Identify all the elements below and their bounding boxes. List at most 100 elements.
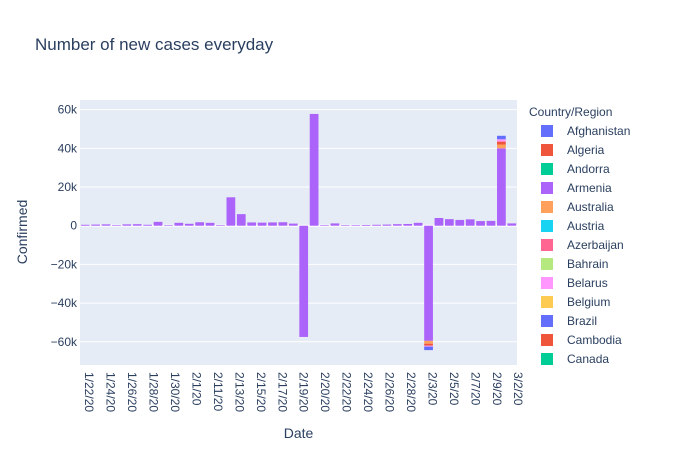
bar-armenia	[278, 222, 288, 226]
bar-armenia	[164, 225, 173, 226]
legend-item-label: Andorra	[567, 162, 610, 176]
legend-swatch	[541, 258, 553, 270]
x-tick-label: 1/30/20	[168, 372, 182, 412]
bar-armenia	[112, 225, 121, 226]
bar-armenia	[486, 220, 496, 226]
legend-swatch	[541, 163, 553, 175]
legend-swatch	[541, 277, 553, 289]
y-tick-label: 0	[70, 219, 77, 233]
bar-armenia	[424, 225, 433, 341]
x-tick-label: 2/5/20	[447, 372, 461, 406]
bar-armenia	[268, 222, 277, 226]
bar-armenia	[434, 217, 444, 226]
bar-armenia	[101, 224, 111, 226]
y-tick-label: 60k	[58, 103, 78, 117]
x-axis-title: Date	[284, 425, 314, 441]
chart-title: Number of new cases everyday	[35, 35, 274, 54]
x-tick-label: 2/20/20	[318, 372, 332, 412]
legend-title: Country/Region	[529, 105, 612, 119]
legend-item-label: Cambodia	[567, 333, 622, 347]
bar-armenia	[372, 224, 381, 226]
legend-swatch	[541, 296, 553, 308]
x-tick-label: 2/17/20	[275, 372, 289, 412]
bar-afghanistan	[424, 346, 433, 351]
bar-armenia	[153, 221, 163, 226]
plot-background	[80, 100, 517, 365]
bar-algeria	[497, 141, 506, 145]
bar-armenia	[444, 219, 454, 226]
bar-armenia	[455, 219, 465, 226]
x-tick-label: 1/22/20	[82, 372, 96, 412]
x-tick-label: 2/15/20	[254, 372, 268, 412]
bar-armenia	[403, 223, 413, 226]
bar-belarus	[424, 345, 433, 347]
bar-armenia	[205, 222, 215, 226]
x-tick-label: 2/9/20	[490, 372, 504, 406]
bar-belarus	[497, 139, 506, 142]
bar-armenia	[91, 224, 100, 226]
legend-swatch	[541, 125, 553, 137]
legend-item-label: Azerbaijan	[567, 238, 624, 252]
bar-armenia	[330, 223, 340, 226]
legend-item-label: Afghanistan	[567, 124, 630, 138]
x-tick-label: 2/28/20	[404, 372, 418, 412]
legend-swatch	[541, 239, 553, 251]
legend-item-label: Brazil	[567, 314, 597, 328]
x-tick-label: 2/19/20	[297, 372, 311, 412]
bar-armenia	[247, 222, 257, 226]
legend-swatch	[541, 353, 553, 365]
bar-armenia	[184, 223, 194, 226]
bar-armenia	[382, 224, 392, 226]
legend-swatch	[541, 201, 553, 213]
bar-armenia	[122, 224, 132, 226]
legend-swatch	[541, 182, 553, 194]
x-tick-label: 2/7/20	[468, 372, 482, 406]
x-tick-label: 1/26/20	[125, 372, 139, 412]
legend-item-label: Canada	[567, 352, 609, 366]
bar-armenia	[351, 225, 361, 226]
legend-swatch	[541, 334, 553, 346]
y-tick-label: 20k	[58, 180, 78, 194]
y-tick-label: 40k	[58, 141, 78, 155]
x-tick-label: 2/1/20	[189, 372, 203, 406]
bar-australia	[497, 144, 506, 149]
bar-armenia	[132, 224, 142, 226]
y-tick-label: −60k	[51, 335, 78, 349]
legend-item-label: Algeria	[567, 143, 605, 157]
bar-algeria	[424, 343, 433, 346]
legend-item-label: Belgium	[567, 295, 610, 309]
x-tick-label: 2/26/20	[383, 372, 397, 412]
plot-area: −60k −40k −20k 0 20k 40k 60k 1/22/20 1/24/20 1/26…	[51, 100, 525, 412]
bar-armenia	[288, 223, 298, 226]
bar-armenia	[174, 222, 184, 226]
legend-item-label: Austria	[567, 219, 605, 233]
bar-australia	[424, 340, 433, 344]
bar-armenia	[257, 222, 267, 226]
legend-swatch	[541, 144, 553, 156]
legend: Country/Region Afghanistan Algeria Andorra…	[529, 105, 630, 366]
y-axis-title: Confirmed	[14, 200, 30, 265]
y-tick-label: −40k	[51, 296, 78, 310]
bar-afghanistan	[497, 135, 506, 140]
bar-armenia	[361, 224, 371, 226]
bar-armenia	[216, 225, 225, 226]
x-tick-label: 2/3/20	[425, 372, 439, 406]
bar-armenia	[340, 225, 350, 226]
bar-armenia	[320, 225, 329, 226]
bar-armenia	[236, 214, 246, 226]
y-tick-label: −20k	[51, 257, 78, 271]
x-tick-label: 2/11/20	[211, 372, 225, 411]
bar-armenia	[392, 224, 402, 226]
bar-armenia	[507, 223, 517, 226]
bar-armenia	[80, 224, 90, 226]
x-tick-label: 1/28/20	[147, 372, 161, 412]
legend-item-label: Belarus	[567, 276, 608, 290]
legend-item-label: Bahrain	[567, 257, 608, 271]
bar-armenia	[143, 224, 153, 226]
bar-armenia	[497, 148, 506, 226]
legend-item-label: Armenia	[567, 181, 612, 195]
bar-armenia	[195, 222, 205, 226]
x-tick-label: 3/2/20	[511, 372, 525, 406]
